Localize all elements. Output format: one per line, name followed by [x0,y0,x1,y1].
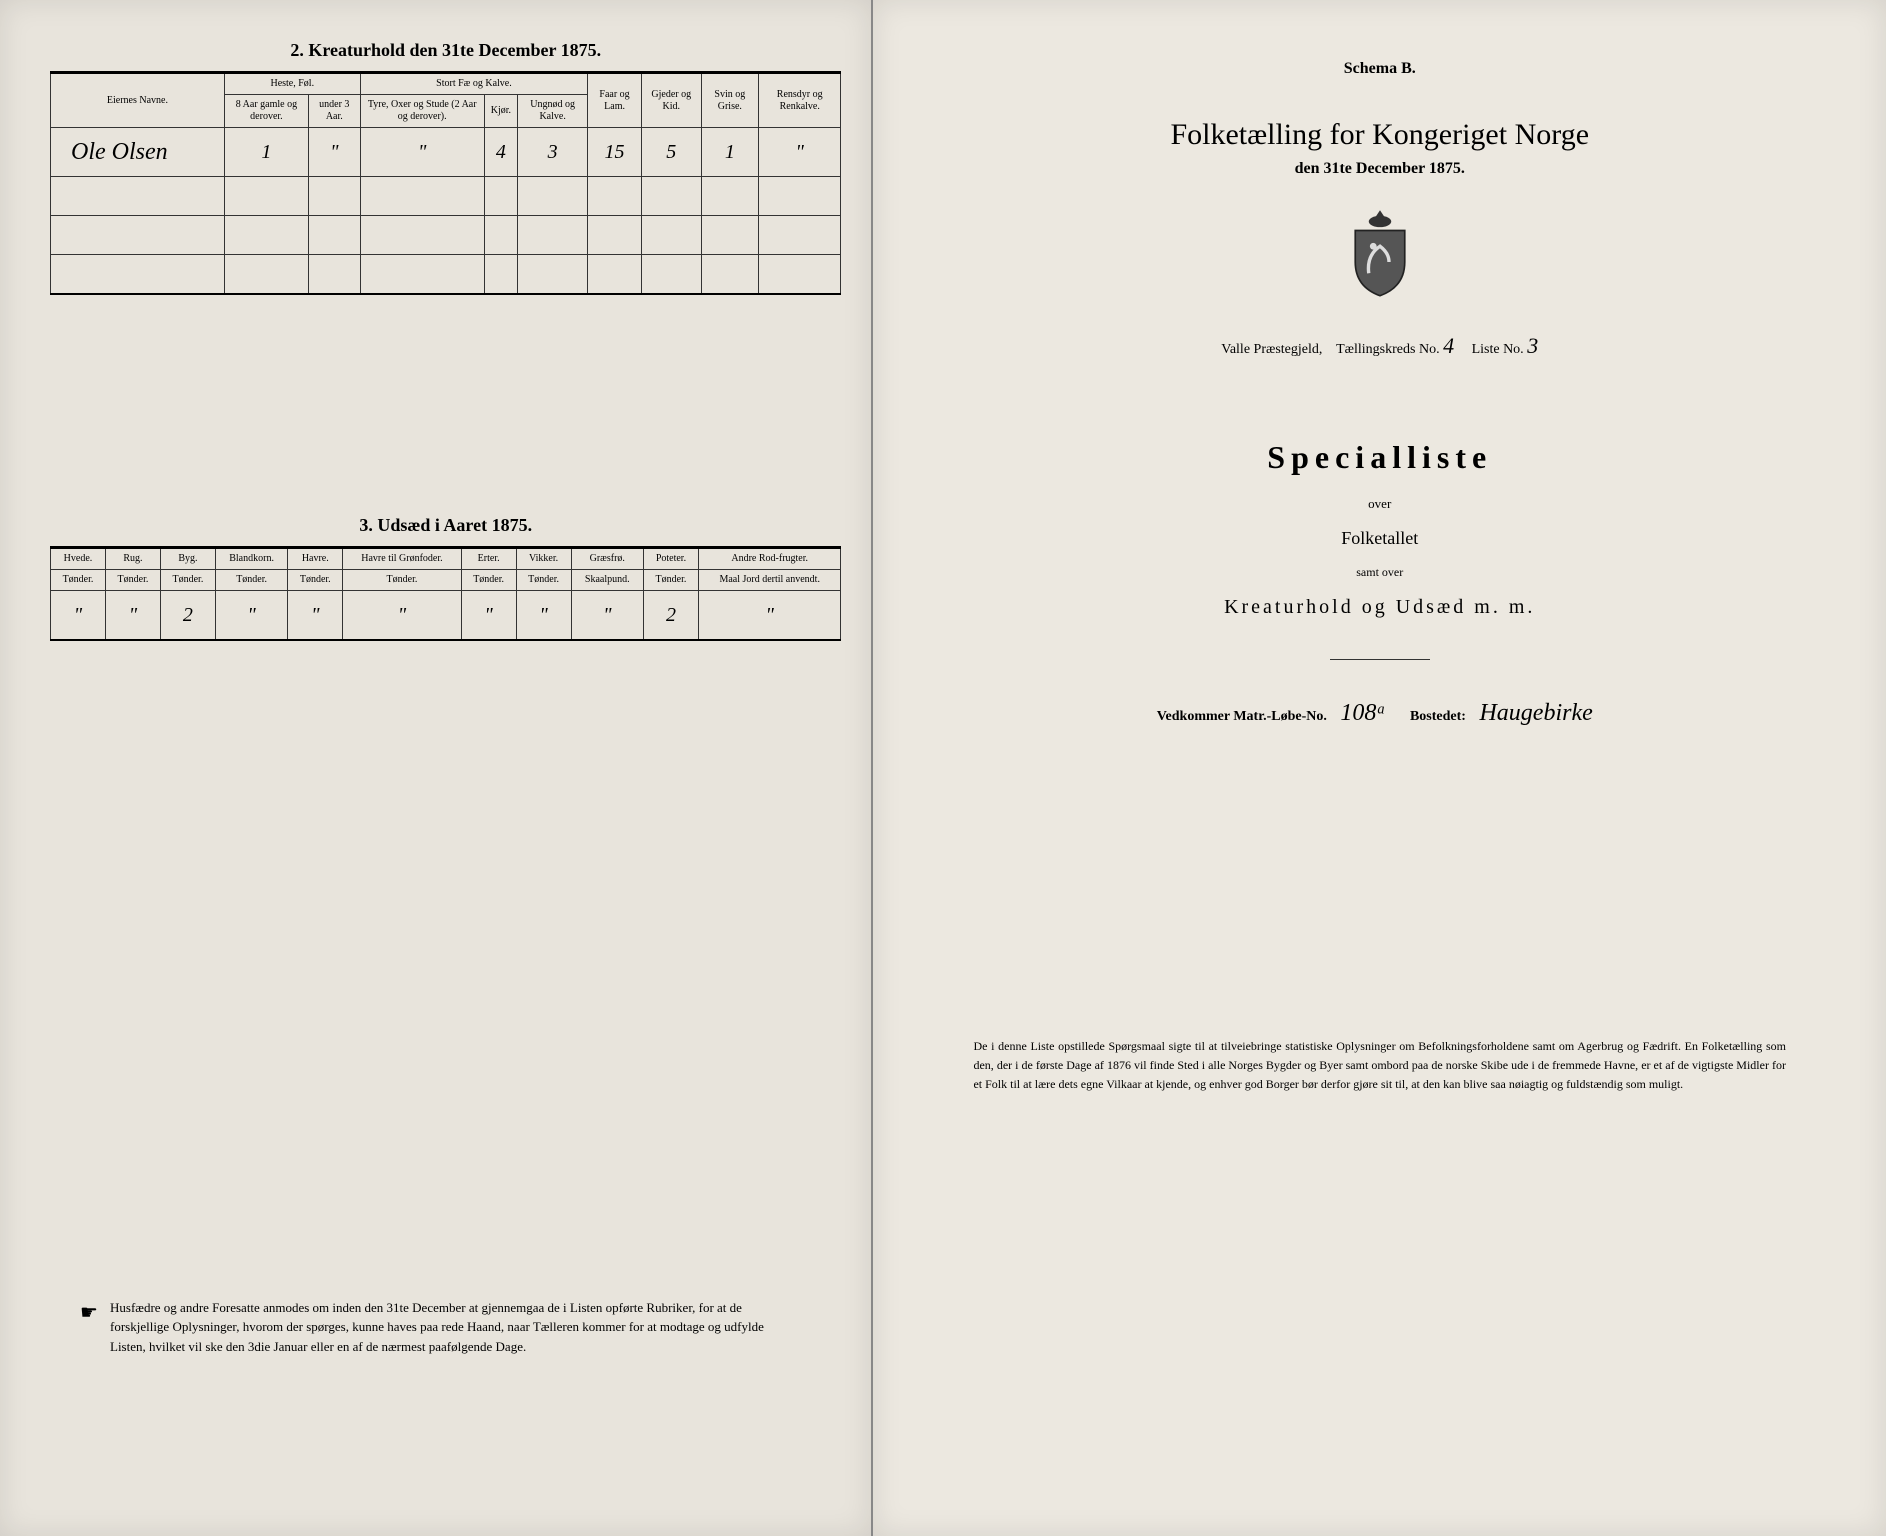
col-havre: Havre. [288,548,343,570]
bostedet-value: Haugebirke [1479,700,1592,726]
cell-rug: " [105,591,160,641]
left-page: 2. Kreaturhold den 31te December 1875. E… [0,0,873,1536]
col-cattle: Stort Fæ og Kalve. [360,73,588,95]
schema-label: Schema B. [933,60,1826,78]
col-poteter: Poteter. [643,548,698,570]
unit: Tønder. [51,570,106,591]
cell-pigs: 1 [701,128,758,177]
unit: Tønder. [215,570,287,591]
main-title: Folketælling for Kongeriget Norge [933,118,1826,152]
footer-text: Husfædre og andre Foresatte anmodes om i… [110,1300,764,1354]
cell-c2: 4 [484,128,517,177]
cell-vikker: " [516,591,571,641]
matr-no: 108ᵃ [1340,700,1386,726]
unit: Tønder. [288,570,343,591]
col-pigs: Svin og Grise. [701,73,758,128]
col-name: Eiernes Navne. [51,73,225,128]
over-label: over [933,496,1826,512]
col-blandkorn: Blandkorn. [215,548,287,570]
seed-table: Hvede. Rug. Byg. Blandkorn. Havre. Havre… [50,546,841,641]
owner-name: Ole Olsen [51,128,225,177]
left-footer-note: ☛ Husfædre og andre Foresatte anmodes om… [30,1298,841,1357]
kreds-no: 4 [1443,333,1454,358]
col-goats: Gjeder og Kid. [641,73,701,128]
section3-title: 3. Udsæd i Aaret 1875. [50,515,841,536]
table-row: " " 2 " " " " " " 2 " [51,591,841,641]
unit: Tønder. [461,570,516,591]
cell-poteter: 2 [643,591,698,641]
unit: Tønder. [643,570,698,591]
cell-graesfro: " [571,591,643,641]
table-row [51,255,841,295]
col-sheep: Faar og Lam. [588,73,642,128]
col-horses-2: under 3 Aar. [308,95,360,128]
cell-c1: " [360,128,484,177]
specialliste-title: Specialliste [933,439,1826,476]
col-horses: Heste, Føl. [224,73,360,95]
table-row [51,216,841,255]
liste-label: Liste No. [1472,342,1524,357]
col-havre-gron: Havre til Grønfoder. [343,548,461,570]
pointing-hand-icon: ☛ [80,1298,98,1328]
livestock-table: Eiernes Navne. Heste, Føl. Stort Fæ og K… [50,71,841,295]
col-cattle-1: Tyre, Oxer og Stude (2 Aar og derover). [360,95,484,128]
cell-sheep: 15 [588,128,642,177]
book-spread: 2. Kreaturhold den 31te December 1875. E… [0,0,1886,1536]
matr-line: Vedkommer Matr.-Løbe-No. 108ᵃ Bostedet: … [933,700,1826,727]
parish-prefix: Valle Præstegjeld, [1221,342,1322,357]
col-erter: Erter. [461,548,516,570]
cell-goats: 5 [641,128,701,177]
col-hvede: Hvede. [51,548,106,570]
col-horses-1: 8 Aar gamle og derover. [224,95,308,128]
cell-byg: 2 [160,591,215,641]
unit: Tønder. [343,570,461,591]
col-cattle-3: Ungnød og Kalve. [518,95,588,128]
unit: Tønder. [105,570,160,591]
right-page: Schema B. Folketælling for Kongeriget No… [873,0,1886,1536]
cell-havre: " [288,591,343,641]
col-cattle-2: Kjør. [484,95,517,128]
cell-andre: " [698,591,841,641]
unit: Tønder. [516,570,571,591]
cell-h2: " [308,128,360,177]
cell-h1: 1 [224,128,308,177]
samt-label: samt over [933,565,1826,580]
cell-hvede: " [51,591,106,641]
cell-havre-gron: " [343,591,461,641]
col-reindeer: Rensdyr og Renkalve. [758,73,840,128]
folketallet-label: Folketallet [933,528,1826,549]
table-row: Ole Olsen 1 " " 4 3 15 5 1 " [51,128,841,177]
divider [1330,659,1430,660]
cell-erter: " [461,591,516,641]
cell-blandkorn: " [215,591,287,641]
parish-line: Valle Præstegjeld, Tællingskreds No. 4 L… [933,333,1826,359]
bostedet-label: Bostedet: [1410,709,1466,724]
subtitle: den 31te December 1875. [933,160,1826,178]
col-graesfro: Græsfrø. [571,548,643,570]
coat-of-arms-icon [933,208,1826,303]
col-vikker: Vikker. [516,548,571,570]
cell-c3: 3 [518,128,588,177]
matr-label: Vedkommer Matr.-Løbe-No. [1157,709,1327,724]
kreatur-label: Kreaturhold og Udsæd m. m. [933,596,1826,619]
unit: Tønder. [160,570,215,591]
unit: Skaalpund. [571,570,643,591]
col-byg: Byg. [160,548,215,570]
right-footer-text: De i denne Liste opstillede Spørgsmaal s… [933,1037,1826,1095]
table-row [51,177,841,216]
section2-title: 2. Kreaturhold den 31te December 1875. [50,40,841,61]
col-rug: Rug. [105,548,160,570]
liste-no: 3 [1527,333,1538,358]
unit: Maal Jord dertil anvendt. [698,570,841,591]
kreds-label: Tællingskreds No. [1336,342,1439,357]
col-andre: Andre Rod-frugter. [698,548,841,570]
cell-reindeer: " [758,128,840,177]
